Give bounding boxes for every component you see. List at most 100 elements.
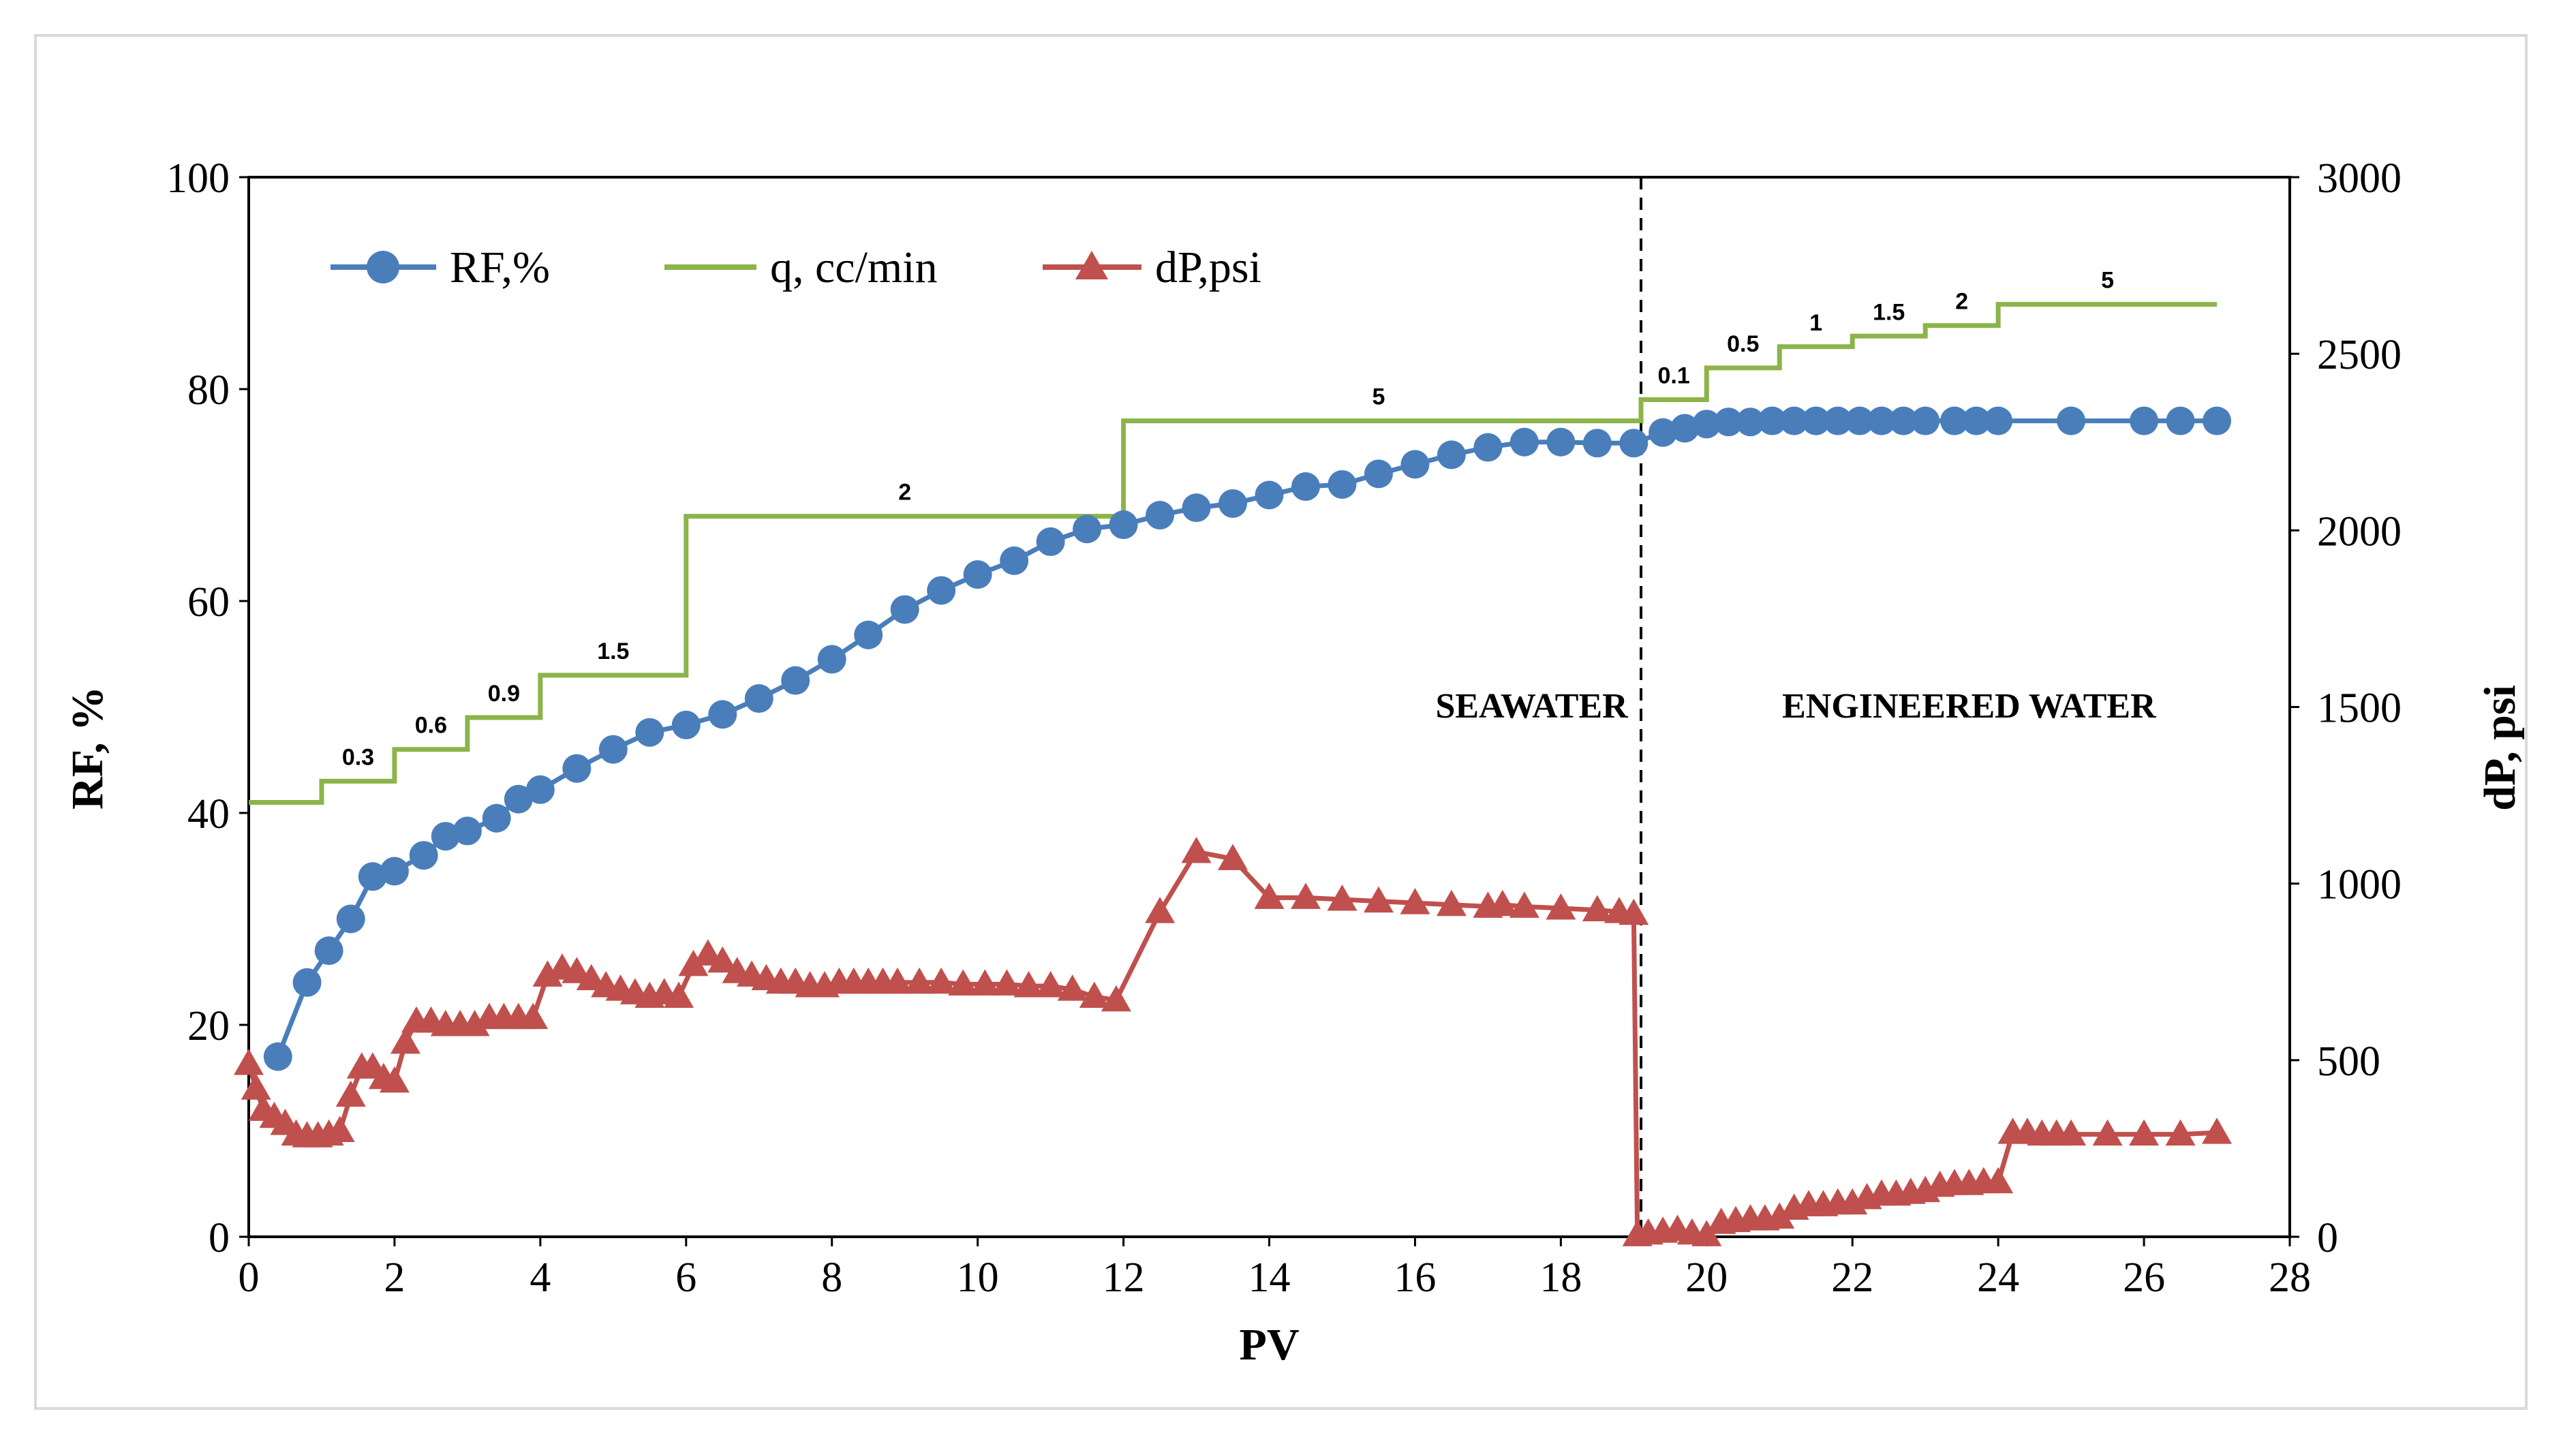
legend-dp-marker bbox=[1075, 251, 1108, 279]
rf-point bbox=[1845, 406, 1874, 435]
dp-point bbox=[241, 1073, 271, 1100]
dp-point bbox=[678, 949, 709, 976]
y-tick-label: 80 bbox=[187, 367, 230, 414]
x-tick-label: 16 bbox=[1394, 1255, 1436, 1301]
y2-tick-label: 500 bbox=[2317, 1038, 2380, 1085]
rf-point bbox=[1801, 406, 1830, 435]
dp-point bbox=[2056, 1119, 2087, 1146]
x-tick-label: 22 bbox=[1831, 1255, 1873, 1301]
dp-point bbox=[926, 967, 957, 994]
x-tick-label: 14 bbox=[1248, 1255, 1291, 1301]
x-tick-label: 10 bbox=[957, 1255, 999, 1301]
q-step-label: 0.6 bbox=[415, 713, 447, 739]
legend: RF,% q, cc/min dP,psi bbox=[331, 243, 1261, 292]
rf-point bbox=[854, 620, 883, 649]
rf-point bbox=[1670, 414, 1700, 443]
q-step-label: 5 bbox=[2101, 268, 2114, 294]
rf-point bbox=[2203, 406, 2232, 435]
y2-tick-label: 2000 bbox=[2317, 508, 2402, 555]
dp-point bbox=[234, 1049, 264, 1075]
rf-point bbox=[292, 968, 322, 997]
rf-point bbox=[1255, 480, 1284, 510]
rf-point bbox=[1984, 406, 2013, 435]
dp-point bbox=[904, 967, 935, 994]
rf-point bbox=[927, 576, 956, 605]
rf-point bbox=[1073, 514, 1102, 544]
rf-point bbox=[453, 816, 482, 846]
q-step-label: 0.3 bbox=[342, 744, 374, 770]
plot-area bbox=[239, 176, 2299, 1246]
legend-q-label: q, cc/min bbox=[770, 243, 938, 292]
dp-point bbox=[1057, 974, 1088, 1001]
rf-point bbox=[409, 841, 438, 870]
x-tick-label: 8 bbox=[821, 1255, 842, 1301]
dp-point bbox=[1764, 1202, 1795, 1229]
y2-tick-label: 1500 bbox=[2317, 686, 2402, 732]
labels-group: 0 2 4 6 8 10 12 14 16 18 20 22 24 26 28020406080100050… bbox=[166, 155, 2402, 1301]
rf-point bbox=[336, 904, 365, 934]
dp-point bbox=[664, 981, 694, 1009]
x-tick-label: 24 bbox=[1977, 1255, 2019, 1301]
dp-point bbox=[1290, 882, 1321, 909]
dp-point bbox=[970, 969, 1000, 996]
dp-point bbox=[1181, 837, 1212, 863]
rf-point bbox=[1962, 406, 1991, 435]
y-axis-title: RF, % bbox=[63, 686, 112, 810]
dp-point bbox=[1035, 970, 1066, 998]
x-tick-label: 20 bbox=[1685, 1255, 1728, 1301]
rf-point bbox=[431, 822, 460, 851]
dp-point bbox=[1582, 895, 1612, 922]
rf-point bbox=[1400, 450, 1430, 479]
rf-point bbox=[1911, 406, 1940, 435]
q-step-label: 0.5 bbox=[1727, 331, 1759, 357]
rf-point bbox=[1758, 406, 1787, 435]
dp-point bbox=[1327, 884, 1358, 911]
dp-point bbox=[390, 1027, 420, 1054]
dp-point bbox=[324, 1115, 355, 1142]
rf-point bbox=[263, 1042, 292, 1071]
rf-point bbox=[1736, 407, 1765, 437]
dp-point bbox=[1363, 886, 1394, 913]
x-tick-label: 6 bbox=[675, 1255, 696, 1301]
rf-point bbox=[1328, 470, 1357, 499]
dp-point bbox=[882, 967, 913, 994]
rf-point bbox=[1779, 406, 1809, 435]
rf-point bbox=[2057, 406, 2086, 435]
rf-point bbox=[890, 595, 919, 624]
y-tick-label: 20 bbox=[187, 1003, 230, 1049]
rf-point bbox=[708, 700, 737, 729]
rf-point bbox=[671, 710, 701, 739]
rf-point bbox=[1146, 501, 1175, 530]
q-step-label: 5 bbox=[1372, 384, 1385, 410]
dp-point bbox=[2202, 1118, 2233, 1144]
dp-point bbox=[1218, 844, 1248, 870]
dp-point bbox=[459, 1010, 490, 1036]
rf-point bbox=[635, 718, 664, 747]
rf-point bbox=[482, 803, 511, 833]
y2-tick-label: 2500 bbox=[2317, 332, 2402, 378]
rf-point bbox=[1867, 406, 1896, 435]
y-tick-label: 60 bbox=[187, 579, 230, 626]
x-tick-label: 2 bbox=[384, 1255, 405, 1301]
dp-point bbox=[1436, 889, 1467, 917]
rf-point bbox=[1619, 429, 1649, 458]
y2-axis-title: dP, psi bbox=[2475, 685, 2525, 811]
rf-point bbox=[1218, 489, 1248, 518]
y2-tick-label: 3000 bbox=[2317, 155, 2402, 202]
rf-point bbox=[1182, 493, 1211, 523]
q-series-line bbox=[249, 302, 2218, 805]
q-step-label: 1.5 bbox=[1873, 299, 1905, 325]
dp-point bbox=[335, 1080, 366, 1107]
rf-point bbox=[1473, 433, 1503, 462]
y-tick-label: 40 bbox=[187, 791, 230, 837]
rf-point bbox=[744, 684, 773, 713]
rf-point bbox=[2130, 406, 2159, 435]
rf-point bbox=[1889, 406, 1918, 435]
y2-tick-label: 1000 bbox=[2317, 862, 2402, 908]
dp-point bbox=[2092, 1119, 2123, 1146]
rf-point bbox=[1546, 427, 1576, 457]
x-tick-label: 12 bbox=[1103, 1255, 1145, 1301]
dp-point bbox=[1079, 981, 1109, 1009]
x-tick-label: 26 bbox=[2123, 1255, 2165, 1301]
dp-point bbox=[1691, 1220, 1722, 1246]
